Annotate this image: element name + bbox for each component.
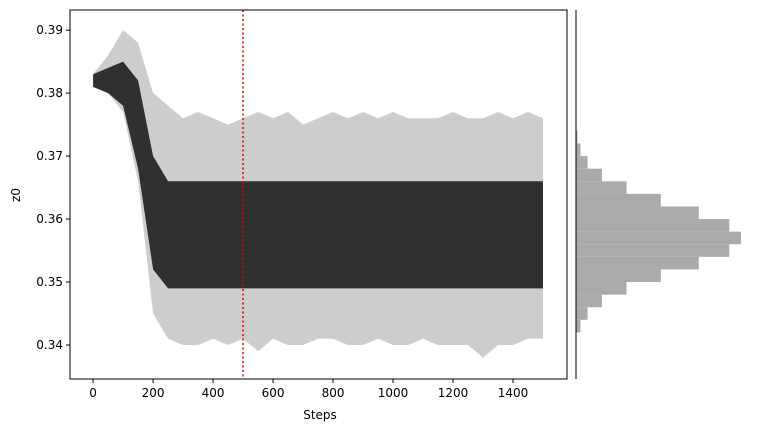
- histogram-bar: [576, 169, 602, 182]
- histogram-bar: [576, 269, 661, 282]
- x-tick-label: 1400: [498, 386, 529, 400]
- x-axis-label: Steps: [303, 408, 337, 422]
- y-tick-label: 0.35: [36, 275, 63, 289]
- x-tick-label: 400: [202, 386, 225, 400]
- histogram-bar: [576, 206, 699, 219]
- y-tick-label: 0.34: [36, 338, 63, 352]
- histogram-bar: [576, 194, 661, 207]
- histogram-bar: [576, 232, 741, 245]
- histogram-bar: [576, 219, 729, 232]
- x-tick-label: 200: [142, 386, 165, 400]
- y-tick-label: 0.38: [36, 86, 63, 100]
- x-tick-label: 800: [322, 386, 345, 400]
- histogram-bar: [576, 320, 580, 333]
- y-axis-label: z0: [9, 188, 23, 202]
- histogram-bar: [576, 181, 626, 194]
- y-tick-label: 0.37: [36, 149, 63, 163]
- histogram-bar: [576, 282, 626, 295]
- histogram-bar: [576, 244, 729, 257]
- y-tick-label: 0.36: [36, 212, 63, 226]
- x-tick-label: 600: [262, 386, 285, 400]
- x-tick-label: 1200: [438, 386, 469, 400]
- y-tick-label: 0.39: [36, 23, 63, 37]
- x-tick-label: 0: [89, 386, 97, 400]
- histogram-bar: [576, 156, 588, 169]
- histogram-bar: [576, 307, 588, 320]
- histogram-bar: [576, 143, 580, 156]
- histogram-bar: [576, 295, 602, 308]
- histogram-bar: [576, 257, 699, 270]
- x-tick-label: 1000: [378, 386, 409, 400]
